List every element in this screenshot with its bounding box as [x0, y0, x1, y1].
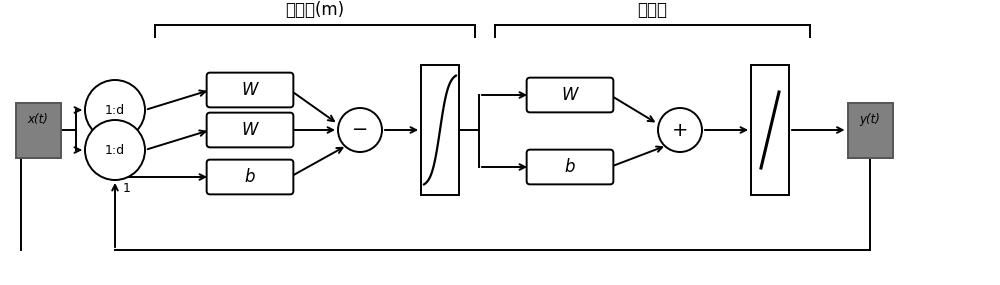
Text: y(t): y(t) [860, 113, 880, 127]
Text: W: W [242, 121, 258, 139]
Bar [848, 103, 893, 158]
FancyBboxPatch shape [207, 160, 293, 194]
Text: x(t): x(t) [28, 113, 48, 127]
Circle shape [85, 120, 145, 180]
Text: 1: 1 [123, 182, 131, 194]
Text: b: b [245, 168, 255, 186]
Circle shape [85, 80, 145, 140]
Bar [16, 103, 60, 158]
Text: 1:d: 1:d [105, 144, 125, 156]
FancyBboxPatch shape [207, 73, 293, 107]
Circle shape [658, 108, 702, 152]
Text: +: + [672, 121, 688, 139]
Text: 输出层: 输出层 [638, 1, 668, 19]
Text: 隐含层(m): 隐含层(m) [285, 1, 345, 19]
Text: W: W [562, 86, 578, 104]
Text: −: − [352, 121, 368, 139]
Text: b: b [565, 158, 575, 176]
Text: W: W [242, 81, 258, 99]
Circle shape [338, 108, 382, 152]
FancyBboxPatch shape [527, 78, 613, 112]
Text: 1:d: 1:d [105, 103, 125, 117]
FancyBboxPatch shape [207, 113, 293, 147]
Bar [421, 65, 459, 195]
FancyBboxPatch shape [527, 150, 613, 184]
Bar [751, 65, 789, 195]
